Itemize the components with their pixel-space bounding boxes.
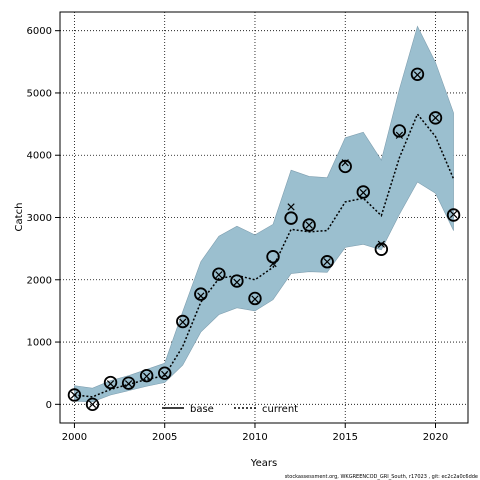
cross-marker bbox=[449, 210, 458, 219]
circle-marker bbox=[103, 375, 118, 390]
cross-marker bbox=[143, 372, 151, 380]
circle-marker bbox=[248, 291, 262, 306]
circle-marker bbox=[302, 218, 316, 232]
x-axis: 2000 2005 2010 2015 2020 bbox=[62, 423, 448, 443]
x-axis-title: Years bbox=[250, 458, 277, 469]
circle-marker bbox=[158, 366, 172, 380]
circle-marker bbox=[356, 185, 370, 199]
cross-marker bbox=[124, 380, 133, 388]
cross-marker bbox=[197, 292, 205, 300]
cross-marker bbox=[413, 71, 422, 79]
circle-marker bbox=[446, 208, 461, 222]
circle-marker bbox=[374, 242, 389, 256]
cross-marker bbox=[431, 114, 440, 122]
x-tick-label: 2015 bbox=[333, 432, 358, 443]
circle-marker bbox=[266, 250, 280, 264]
confidence-band-area bbox=[74, 25, 454, 403]
cross-marker bbox=[106, 380, 115, 388]
circle-marker bbox=[139, 368, 154, 383]
cross-marker bbox=[70, 391, 79, 399]
current-line bbox=[74, 112, 455, 398]
circle-marker bbox=[67, 388, 82, 402]
circle-marker bbox=[284, 211, 298, 225]
y-tick-label: 3000 bbox=[27, 213, 52, 224]
circle-marker bbox=[176, 314, 190, 329]
y-tick-label: 6000 bbox=[27, 26, 52, 37]
markers bbox=[67, 67, 461, 412]
legend-current-label: current bbox=[262, 404, 298, 415]
x-tick-label: 2005 bbox=[152, 432, 177, 443]
circle-marker bbox=[212, 267, 226, 281]
circle-marker bbox=[320, 255, 334, 269]
circle-marker bbox=[428, 111, 443, 125]
cross-marker bbox=[323, 258, 331, 266]
circle-marker bbox=[392, 124, 407, 138]
cross-marker bbox=[233, 278, 241, 286]
y-axis: 0 1000 2000 3000 4000 5000 6000 bbox=[27, 26, 60, 411]
y-tick-label: 0 bbox=[46, 400, 52, 411]
cross-marker bbox=[161, 370, 169, 379]
circle-marker bbox=[338, 159, 352, 174]
circle-marker bbox=[194, 287, 208, 301]
cross-marker bbox=[287, 203, 295, 211]
confidence-band bbox=[74, 25, 454, 403]
y-tick-label: 5000 bbox=[27, 88, 52, 99]
legend-base-label: base bbox=[190, 404, 214, 415]
x-tick-label: 2000 bbox=[62, 432, 87, 443]
x-tick-label: 2010 bbox=[242, 432, 267, 443]
series-line-current bbox=[74, 112, 455, 398]
cross-marker bbox=[179, 318, 187, 326]
footer-credit: stockassessment.org, WKGREENCOD_GRI_Sout… bbox=[285, 474, 478, 480]
cross-marker bbox=[215, 271, 223, 279]
cross-marker bbox=[305, 221, 313, 229]
legend: base current bbox=[162, 404, 298, 415]
circle-marker bbox=[121, 376, 136, 390]
y-tick-label: 2000 bbox=[27, 275, 52, 286]
x-tick-label: 2020 bbox=[423, 432, 448, 443]
y-tick-label: 1000 bbox=[27, 338, 52, 349]
cross-marker bbox=[359, 188, 367, 197]
circle-marker bbox=[410, 67, 425, 81]
y-tick-label: 4000 bbox=[27, 151, 52, 162]
circle-marker bbox=[85, 397, 100, 412]
cross-marker bbox=[395, 131, 404, 139]
y-axis-title: Catch bbox=[14, 203, 25, 232]
cross-marker bbox=[88, 400, 97, 408]
cross-marker bbox=[251, 295, 259, 303]
circle-marker bbox=[230, 274, 244, 288]
